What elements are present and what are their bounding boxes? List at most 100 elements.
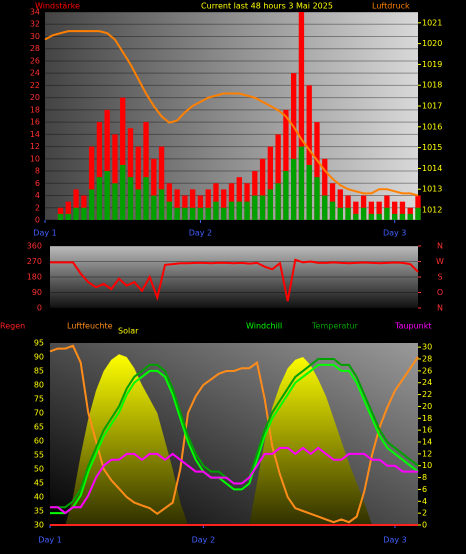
- y2-tick-label: 18: [422, 414, 432, 423]
- line: [44, 30, 419, 197]
- bar: [345, 207, 351, 220]
- bar: [120, 164, 126, 220]
- line: [49, 344, 419, 524]
- y-tick-label: 26: [30, 56, 40, 65]
- bar: [127, 128, 134, 220]
- bar: [228, 201, 235, 220]
- bar: [291, 158, 297, 220]
- y-tick-label: 65: [34, 423, 44, 432]
- bar: [104, 171, 110, 220]
- legend-label: Solar: [118, 327, 139, 336]
- legend-label: Windchill: [246, 322, 282, 331]
- bar: [252, 195, 258, 220]
- y-tick-label: 60: [34, 437, 44, 446]
- y2-tick-label: 30: [422, 343, 432, 352]
- bar: [182, 207, 188, 220]
- bar: [213, 201, 219, 220]
- y2-tick-label: 12: [422, 449, 432, 458]
- y2-tick-label: 1017: [422, 102, 442, 111]
- bar: [353, 201, 359, 220]
- bar: [151, 158, 157, 220]
- bar: [267, 146, 274, 220]
- bar: [337, 189, 343, 220]
- bar: [135, 189, 141, 220]
- bar: [104, 109, 110, 220]
- y-tick-label: 24: [30, 69, 40, 78]
- y-tick-label: 0: [37, 304, 42, 313]
- bar: [81, 207, 87, 220]
- bar: [120, 97, 126, 220]
- legend-label: Temperatur: [311, 322, 359, 331]
- bar: [275, 183, 281, 220]
- y2-tick-label: 1021: [422, 18, 442, 27]
- y2-tick-label: 10: [422, 461, 432, 470]
- bar: [322, 158, 328, 220]
- bar: [197, 207, 204, 220]
- bar: [283, 171, 289, 220]
- legend-label: Taupunkt: [394, 322, 432, 331]
- y2-tick-label: 1015: [422, 143, 442, 152]
- y2-tick-label: 2: [422, 509, 427, 518]
- y2-tick-label: O: [437, 288, 443, 297]
- legend-label: Luftfeuchte: [67, 322, 113, 331]
- bar: [158, 189, 165, 220]
- bar: [143, 177, 149, 220]
- bar: [127, 177, 134, 220]
- y-tick-label: 2: [35, 203, 40, 212]
- bar: [88, 146, 95, 220]
- y-tick-label: 70: [34, 409, 44, 418]
- y-tick-label: 22: [30, 81, 40, 90]
- bar: [88, 189, 95, 220]
- y2-tick-label: 1013: [422, 185, 442, 194]
- y-tick-label: 270: [27, 257, 42, 266]
- y-tick-label: 40: [34, 493, 44, 502]
- y-tick-label: 90: [32, 288, 42, 297]
- y2-tick-label: 6: [422, 485, 427, 494]
- bar: [399, 213, 406, 220]
- bar: [415, 207, 421, 220]
- bar: [221, 189, 227, 220]
- bar: [158, 146, 165, 220]
- x-tick-label: Day 3: [383, 229, 406, 238]
- bar: [306, 85, 312, 220]
- y-tick-label: 30: [30, 32, 40, 41]
- y-tick-label: 75: [34, 395, 44, 404]
- y2-tick-label: 0: [422, 521, 427, 530]
- y-tick-label: 16: [30, 118, 40, 127]
- y-tick-label: 55: [34, 451, 44, 460]
- bar: [259, 195, 266, 220]
- bar: [283, 109, 289, 220]
- bar: [73, 207, 79, 220]
- y-tick-label: 90: [34, 353, 44, 362]
- bar: [384, 207, 390, 220]
- bar: [151, 195, 157, 220]
- bar: [244, 201, 250, 220]
- y-tick-label: 50: [34, 465, 44, 474]
- bar: [65, 213, 71, 220]
- bar: [407, 213, 413, 220]
- y-tick-label: 80: [34, 381, 44, 390]
- y2-tick-label: 1014: [422, 164, 442, 173]
- bar: [166, 201, 172, 220]
- y-tick-label: 45: [34, 479, 44, 488]
- y2-tick-label: 28: [422, 355, 432, 364]
- x-tick-label: Day 1: [33, 229, 56, 238]
- bar: [221, 207, 227, 220]
- y-tick-label: 95: [34, 339, 44, 348]
- y2-tick-label: 1012: [422, 206, 442, 215]
- area: [50, 354, 418, 525]
- y2-tick-label: 8: [422, 473, 427, 482]
- line: [50, 363, 419, 515]
- y-tick-label: 180: [27, 273, 42, 282]
- y2-tick-label: W: [436, 257, 444, 266]
- y2-tick-label: N: [437, 304, 443, 313]
- legend-label: Luftdruck: [372, 2, 410, 11]
- y-tick-label: 12: [30, 142, 40, 151]
- line: [50, 258, 419, 302]
- bar: [112, 183, 118, 220]
- bar: [353, 213, 359, 220]
- bar: [236, 177, 242, 220]
- y-tick-label: 35: [34, 507, 44, 516]
- y2-tick-label: 22: [422, 390, 432, 399]
